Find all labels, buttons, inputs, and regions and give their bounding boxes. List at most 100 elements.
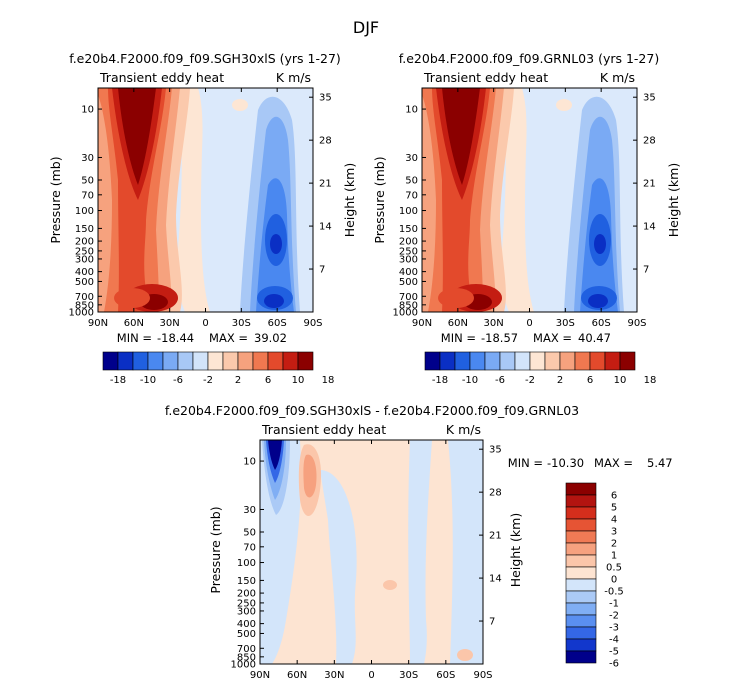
y-tick-label: 850 xyxy=(75,300,94,311)
panel-2-contour xyxy=(499,88,534,312)
x-tick-label: 60S xyxy=(268,318,287,329)
x-tick-label: 30N xyxy=(160,318,180,329)
panel-2-min-value: -18.57 xyxy=(481,331,518,345)
colorbar-box xyxy=(514,351,531,371)
colorbar-box xyxy=(565,602,597,616)
y-tick-label: 70 xyxy=(243,542,256,553)
panel-1-plot xyxy=(98,88,313,312)
y-right-tick-label: 7 xyxy=(643,265,649,276)
colorbar-box xyxy=(574,351,591,371)
y-tick-label: 10 xyxy=(243,457,256,468)
x-tick-label: 30N xyxy=(484,318,504,329)
colorbar-box xyxy=(565,650,597,664)
colorbar-label: 10 xyxy=(614,375,627,386)
colorbar-label: -6 xyxy=(495,375,505,386)
colorbar-box xyxy=(237,351,254,371)
x-tick-label: 90S xyxy=(627,318,646,329)
x-tick-label: 90N xyxy=(250,670,270,681)
colorbar-label: -10 xyxy=(462,375,478,386)
y-tick-label: 70 xyxy=(405,190,418,201)
panel-2-contour xyxy=(588,294,608,308)
x-tick-label: 60N xyxy=(124,318,144,329)
colorbar-box xyxy=(252,351,269,371)
colorbar-label: -5 xyxy=(609,647,619,658)
panel-3-contour xyxy=(448,440,483,664)
colorbar-box xyxy=(147,351,164,371)
colorbar-box xyxy=(132,351,149,371)
colorbar-label: 5 xyxy=(611,503,617,514)
y-tick-label: 300 xyxy=(237,606,256,617)
panel-3-stats: MIN = -10.30 MAX = 5.47 xyxy=(508,456,673,470)
panel-2-max-label: MAX = xyxy=(533,331,572,345)
colorbar-label: 2 xyxy=(611,539,617,550)
colorbar-label: 2 xyxy=(235,375,241,386)
y-tick-label: 100 xyxy=(399,206,418,217)
panel-3-contour xyxy=(320,470,357,664)
colorbar-box xyxy=(544,351,561,371)
colorbar-box xyxy=(559,351,576,371)
panel-1: f.e20b4.F2000.f09_f09.SGH30xlS (yrs 1-27… xyxy=(48,51,357,386)
y-right-tick-label: 28 xyxy=(319,136,332,147)
y-tick-label: 10 xyxy=(81,105,94,116)
panel-3: f.e20b4.F2000.f09_f09.SGH30xlS - f.e20b4… xyxy=(165,403,673,681)
y-tick-label: 30 xyxy=(243,505,256,516)
x-tick-label: 30N xyxy=(324,670,344,681)
panel-2-axes: 90N 60N 30N 0 30S 60S 90S103050701001502002503… xyxy=(393,88,656,329)
panel-3-ylabel: Pressure (mb) xyxy=(208,506,223,593)
panel-2-contour xyxy=(438,288,474,308)
y-tick-label: 500 xyxy=(399,277,418,288)
panel-3-contour xyxy=(457,649,473,661)
y-right-tick-label: 21 xyxy=(489,531,502,542)
panel-3-field-label: Transient eddy heat xyxy=(261,422,386,437)
colorbar-box xyxy=(565,530,597,544)
panel-1-title: f.e20b4.F2000.f09_f09.SGH30xlS (yrs 1-27… xyxy=(69,51,341,66)
y-right-tick-label: 28 xyxy=(643,136,656,147)
colorbar-label: -3 xyxy=(609,623,619,634)
y-tick-label: 150 xyxy=(75,224,94,235)
y-tick-label: 400 xyxy=(399,267,418,278)
panel-1-colorbar: -18 -10 -6 -2 2 6 10 18 xyxy=(102,351,334,386)
y-tick-label: 700 xyxy=(75,292,94,303)
panel-2-title: f.e20b4.F2000.f09_f09.GRNL03 (yrs 1-27) xyxy=(399,51,659,66)
y-tick-label: 700 xyxy=(399,292,418,303)
colorbar-label: -6 xyxy=(173,375,183,386)
x-tick-label: 90S xyxy=(473,670,492,681)
panel-2-min-label: MIN = xyxy=(441,331,476,345)
colorbar-box xyxy=(267,351,284,371)
colorbar-label: -1 xyxy=(609,599,619,610)
colorbar-box xyxy=(192,351,209,371)
panel-1-contour xyxy=(175,88,210,312)
colorbar-label: -18 xyxy=(432,375,448,386)
panel-1-axes: 90N 60N 30N 0 30S 60S 90S103050701001502002503… xyxy=(69,88,332,329)
y-tick-label: 250 xyxy=(237,598,256,609)
x-tick-label: 0 xyxy=(368,670,374,681)
panel-2-colorbar: -18 -10 -6 -2 2 6 10 18 xyxy=(424,351,656,386)
panel-1-units: K m/s xyxy=(276,70,311,85)
y-right-tick-label: 14 xyxy=(643,222,656,233)
colorbar-box xyxy=(565,542,597,556)
panel-3-units: K m/s xyxy=(446,422,481,437)
colorbar-box xyxy=(565,614,597,628)
figure-title: DJF xyxy=(353,18,379,37)
y-tick-label: 100 xyxy=(75,206,94,217)
colorbar-label: -6 xyxy=(609,659,619,670)
y-tick-label: 200 xyxy=(237,589,256,600)
y-tick-label: 300 xyxy=(75,254,94,265)
panel-1-ylabel-right: Height (km) xyxy=(342,163,357,237)
y-right-tick-label: 21 xyxy=(643,179,656,190)
y-right-tick-label: 35 xyxy=(643,93,656,104)
colorbar-box xyxy=(529,351,546,371)
colorbar-label: -2 xyxy=(525,375,535,386)
colorbar-box xyxy=(499,351,516,371)
x-tick-label: 60S xyxy=(436,670,455,681)
panel-3-ylabel-right: Height (km) xyxy=(508,513,523,587)
panel-3-max-value: 5.47 xyxy=(647,456,673,470)
y-tick-label: 850 xyxy=(399,300,418,311)
colorbar-box xyxy=(565,566,597,580)
panel-3-plot xyxy=(260,440,483,664)
colorbar-label: 0 xyxy=(611,575,617,586)
y-right-tick-label: 7 xyxy=(489,617,495,628)
panel-2-field-label: Transient eddy heat xyxy=(423,70,548,85)
panel-2-contour xyxy=(442,88,480,185)
